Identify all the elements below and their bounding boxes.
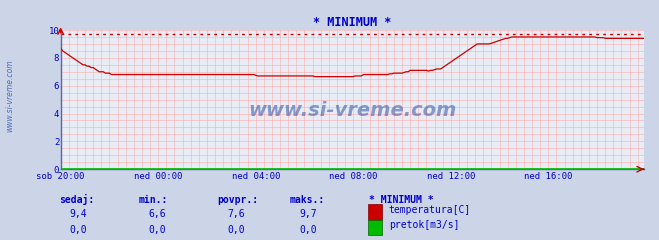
Text: 9,4: 9,4 — [69, 209, 87, 219]
Title: * MINIMUM *: * MINIMUM * — [313, 16, 391, 29]
Text: * MINIMUM *: * MINIMUM * — [369, 195, 434, 205]
Text: sedaj:: sedaj: — [59, 194, 94, 205]
Text: www.si-vreme.com: www.si-vreme.com — [248, 101, 457, 120]
Text: 9,7: 9,7 — [300, 209, 318, 219]
Text: temperatura[C]: temperatura[C] — [389, 205, 471, 215]
Text: 0,0: 0,0 — [69, 225, 87, 235]
Text: 0,0: 0,0 — [300, 225, 318, 235]
Text: pretok[m3/s]: pretok[m3/s] — [389, 221, 459, 230]
Text: 6,6: 6,6 — [148, 209, 166, 219]
Text: www.si-vreme.com: www.si-vreme.com — [5, 60, 14, 132]
Text: povpr.:: povpr.: — [217, 195, 258, 205]
Text: maks.:: maks.: — [290, 195, 325, 205]
Text: 0,0: 0,0 — [148, 225, 166, 235]
Text: 0,0: 0,0 — [227, 225, 245, 235]
Text: min.:: min.: — [138, 195, 168, 205]
Text: 7,6: 7,6 — [227, 209, 245, 219]
